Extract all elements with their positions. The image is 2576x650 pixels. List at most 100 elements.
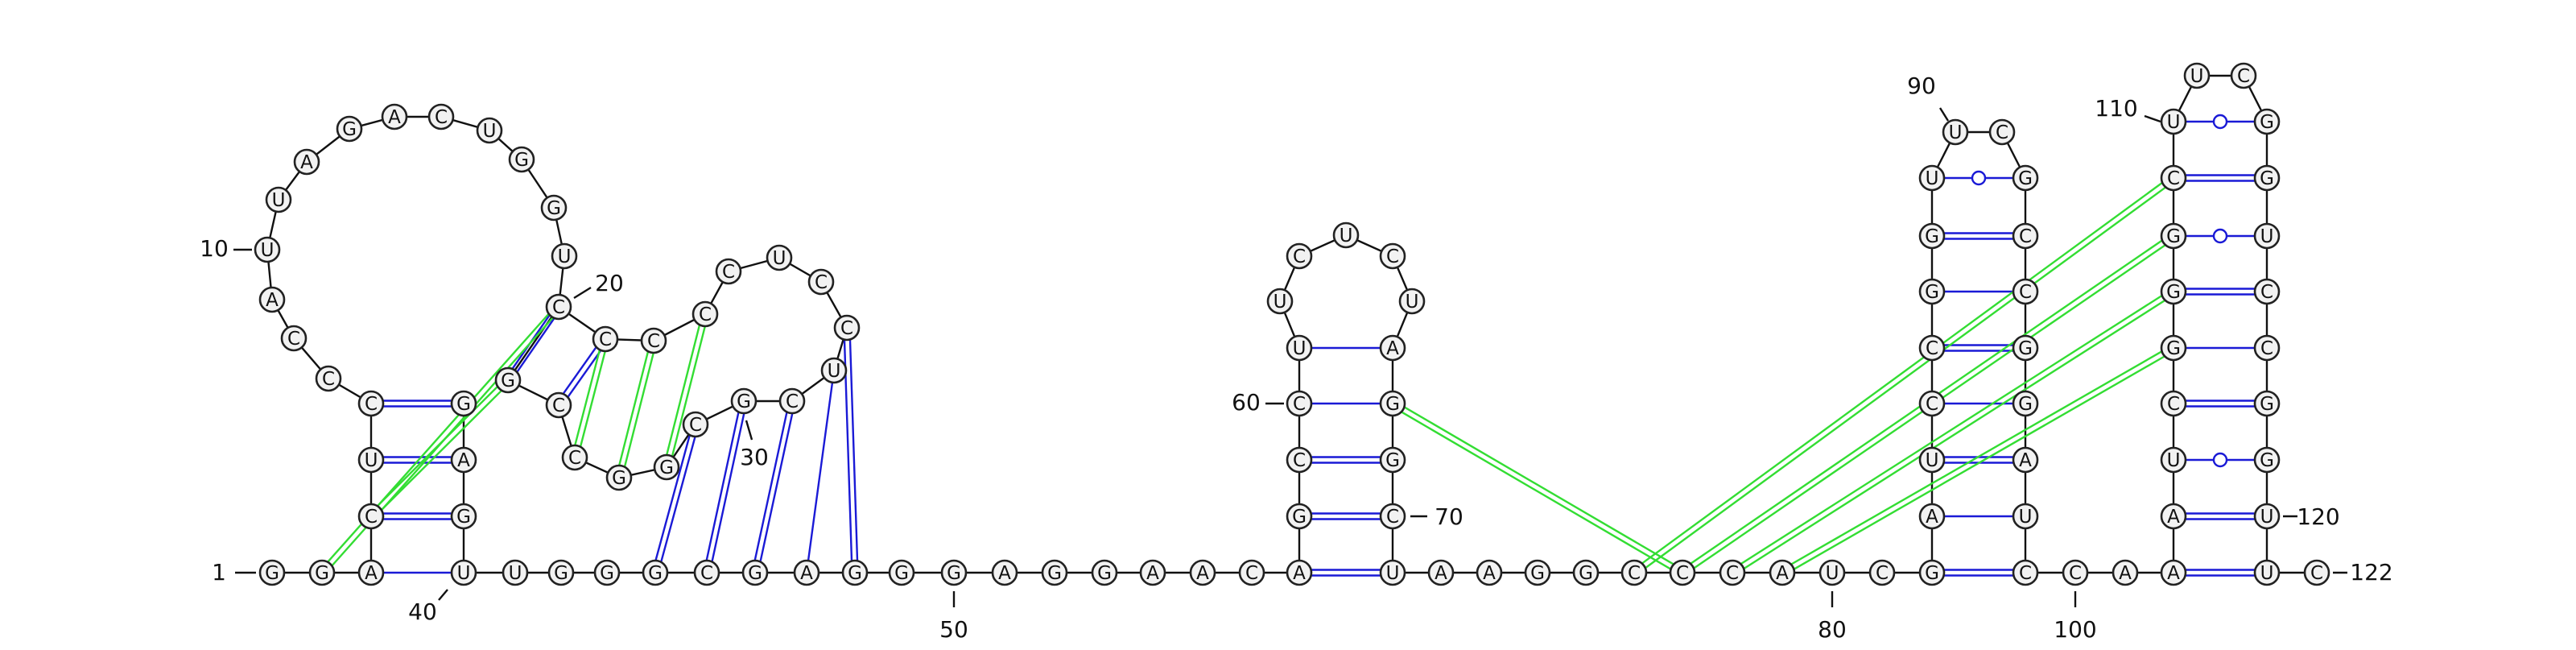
nucleotide-letter: C bbox=[552, 395, 565, 416]
nucleotide: U bbox=[2160, 108, 2187, 135]
nucleotide: U bbox=[1818, 559, 1846, 586]
nucleotide: G bbox=[653, 453, 680, 481]
nucleotide: G bbox=[336, 115, 363, 143]
nucleotide: C bbox=[357, 503, 385, 530]
nucleotide: C bbox=[1918, 334, 1946, 362]
nucleotide: G bbox=[1041, 559, 1068, 586]
nucleotide: A bbox=[1286, 559, 1313, 586]
nucleotide-letter: U bbox=[483, 121, 497, 142]
nucleotide-letter: U bbox=[261, 240, 275, 261]
nucleotide: G bbox=[1918, 222, 1946, 250]
nucleotide: C bbox=[2253, 278, 2281, 305]
nucleotide: A bbox=[1918, 503, 1946, 530]
nucleotide-letter: G bbox=[2166, 338, 2181, 359]
nucleotide: C bbox=[2062, 559, 2089, 586]
nucleotide: U bbox=[357, 446, 385, 474]
wobble-pair bbox=[1944, 170, 2013, 186]
nucleotide: C bbox=[357, 390, 385, 417]
nucleotide-letter: C bbox=[2310, 563, 2323, 584]
canonical-pair bbox=[1944, 456, 2013, 464]
nucleotide-letter: G bbox=[514, 150, 529, 171]
nucleotide: C bbox=[315, 365, 342, 392]
pseudoknot-pair bbox=[377, 386, 502, 511]
nucleotide: G bbox=[1524, 559, 1551, 586]
nucleotide: U bbox=[502, 559, 529, 586]
canonical-pair bbox=[2186, 512, 2255, 520]
nucleotide-letter: C bbox=[722, 262, 735, 283]
nucleotide: C bbox=[2160, 164, 2187, 192]
nucleotide: C bbox=[2253, 334, 2281, 362]
nucleotide-letter: A bbox=[2119, 563, 2132, 584]
nucleotide-letter: C bbox=[1293, 394, 1306, 415]
nucleotide: G bbox=[258, 559, 286, 586]
nucleotide-letter: U bbox=[1949, 122, 1963, 143]
nucleotide: G bbox=[940, 559, 968, 586]
nucleotide-letter: A bbox=[457, 450, 470, 471]
nucleotide-letter: C bbox=[1628, 563, 1641, 584]
nucleotide: G bbox=[2160, 334, 2187, 362]
position-tick-layer bbox=[233, 107, 2347, 607]
position-tick bbox=[573, 286, 592, 300]
nucleotide: C bbox=[427, 103, 455, 130]
nucleotide: U bbox=[1379, 559, 1406, 586]
nucleotide: A bbox=[793, 559, 820, 586]
nucleotide-letter: C bbox=[1293, 450, 1306, 471]
nucleotide-letter: G bbox=[547, 198, 561, 219]
nucleotide: C bbox=[693, 559, 720, 586]
nucleotide-letter: A bbox=[1776, 563, 1789, 584]
nucleotide: U bbox=[2253, 503, 2281, 530]
nucleotide: C bbox=[640, 327, 667, 354]
canonical-pair bbox=[1311, 569, 1381, 577]
nucleotide-letter: C bbox=[1926, 394, 1938, 415]
nucleotide: A bbox=[2160, 559, 2187, 586]
nucleotide-letter: U bbox=[1926, 450, 1939, 471]
nucleotide: G bbox=[593, 559, 621, 586]
nucleotide-letter: A bbox=[1386, 338, 1399, 359]
nucleotide: A bbox=[2112, 559, 2139, 586]
nucleotide-letter: C bbox=[1386, 507, 1399, 528]
nucleotide: G bbox=[605, 464, 633, 491]
nucleotide-letter: A bbox=[365, 563, 378, 584]
nucleotide-letter: C bbox=[365, 394, 378, 415]
nucleotide-letter: C bbox=[1386, 246, 1399, 267]
nucleotide-letter: G bbox=[1385, 394, 1400, 415]
canonical-pair bbox=[843, 339, 859, 561]
nucleotide: G bbox=[741, 559, 769, 586]
nucleotide: G bbox=[2160, 222, 2187, 250]
nucleotide-letter: A bbox=[1293, 563, 1306, 584]
canonical-pair bbox=[753, 412, 794, 562]
nucleotide: G bbox=[730, 387, 758, 415]
nucleotide: C bbox=[545, 391, 572, 419]
pseudoknot-pair bbox=[1401, 406, 1674, 570]
canonical-pair bbox=[2186, 569, 2255, 577]
nucleotide: U bbox=[766, 244, 793, 271]
position-label-20: 20 bbox=[595, 270, 624, 296]
nucleotide: G bbox=[2253, 390, 2281, 417]
nucleotide-letter: U bbox=[773, 248, 786, 269]
nucleotide: A bbox=[2160, 503, 2187, 530]
nucleotide-letter: C bbox=[1926, 338, 1938, 359]
nucleotide: A bbox=[1139, 559, 1166, 586]
nucleotide: U bbox=[1918, 164, 1946, 192]
nucleotide: C bbox=[2012, 222, 2039, 250]
nucleotide: U bbox=[2253, 222, 2281, 250]
nucleotide-letter: U bbox=[2167, 450, 2181, 471]
wobble-pair bbox=[2186, 228, 2255, 244]
nucleotide: G bbox=[1379, 390, 1406, 417]
nucleotide-letter: C bbox=[322, 369, 335, 390]
nucleotide: C bbox=[2012, 278, 2039, 305]
nucleotide: C bbox=[1669, 559, 1696, 586]
nucleotide-letter: G bbox=[612, 468, 626, 489]
nucleotide: U bbox=[551, 242, 578, 270]
canonical-pair bbox=[562, 346, 602, 398]
position-label-40: 40 bbox=[408, 598, 437, 625]
nucleotide-letter: C bbox=[1293, 246, 1306, 267]
nucleotide-letter: C bbox=[647, 331, 660, 352]
nucleotide: A bbox=[1189, 559, 1216, 586]
position-tick bbox=[1938, 107, 1950, 122]
nucleotide: C bbox=[2303, 559, 2330, 586]
nucleotide-letter: G bbox=[456, 507, 471, 528]
wobble-marker bbox=[2212, 452, 2228, 468]
nucleotide-letter: G bbox=[1925, 282, 1939, 303]
